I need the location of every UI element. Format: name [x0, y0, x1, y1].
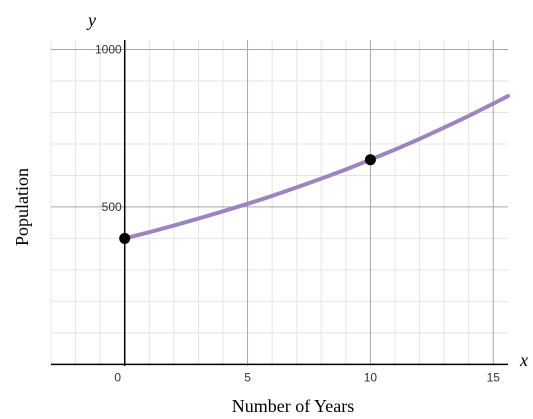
axes: [51, 40, 508, 366]
y-tick-label: 500: [102, 200, 122, 214]
curve-layer: [122, 94, 510, 241]
tick-labels: 0 5 10 15 500 1000: [95, 42, 500, 384]
x-axis-variable-label: x: [519, 350, 528, 370]
growth-curve: [122, 94, 510, 241]
x-tick-label: 15: [487, 370, 501, 384]
major-gridlines: [51, 40, 508, 366]
points-layer: [119, 154, 376, 244]
data-point: [119, 232, 131, 244]
x-tick-label: 5: [244, 370, 251, 384]
x-tick-label: 0: [114, 370, 121, 384]
y-tick-label: 1000: [95, 42, 122, 56]
data-point: [364, 154, 376, 166]
y-axis-variable-label: y: [86, 10, 96, 30]
y-axis-title: Population: [12, 168, 32, 246]
x-tick-label: 10: [364, 370, 378, 384]
x-axis-title: Number of Years: [232, 396, 354, 416]
minor-gridlines: [50, 40, 508, 366]
